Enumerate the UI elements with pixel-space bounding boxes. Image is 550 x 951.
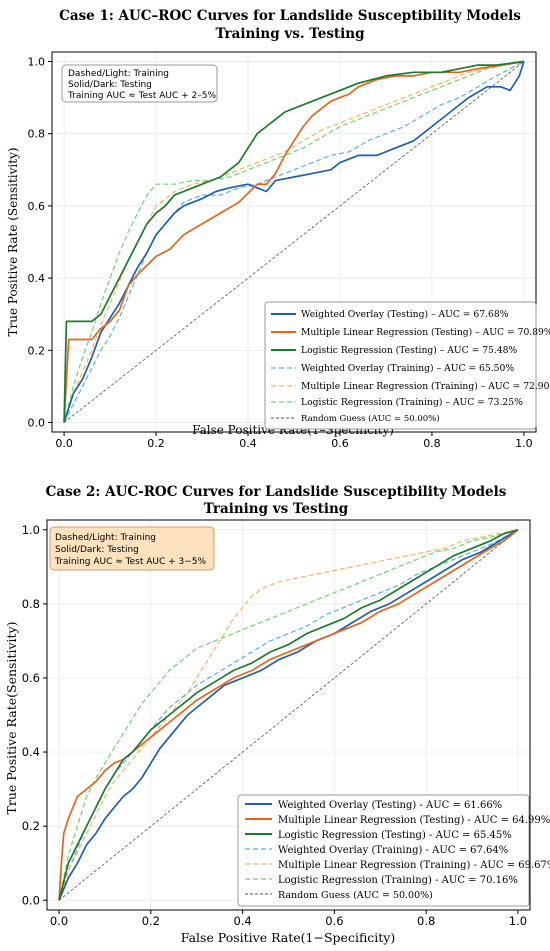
chart-2-note-line-3: Training AUC ≈ Test AUC + 3−5%: [54, 557, 207, 567]
chart-1-note-background: [61, 64, 218, 103]
chart-case-1: Case 1: AUC–ROC Curves for Landslide Sus…: [6, 8, 550, 450]
legend-1-item-3: Logistic Regression (Testing) – AUC = 75…: [301, 345, 518, 356]
series-line-1: [58, 529, 519, 901]
legend-2-item-5: Multiple Linear Regression (Training) - …: [278, 860, 550, 871]
y-tick-label: 0.0: [22, 893, 40, 907]
chart-2-legend-swatches: [245, 803, 272, 895]
chart-case-2: Case 2: AUC-ROC Curves for Landslide Sus…: [4, 484, 550, 945]
chart-2-note-box: Dashed/Light: Training Solid/Dark: Testi…: [49, 526, 215, 571]
y-tick-label: 0.8: [28, 128, 46, 141]
legend-2-item-3: Logistic Regression (Testing) - AUC = 65…: [278, 830, 512, 841]
chart-1-ticks: 0.0 0.2 0.4 0.6 0.8 1.0 0.0 0.2 0.4 0.6 0.8 1.0: [28, 56, 533, 451]
chart-1-note-box: Dashed/Light: Training Solid/Dark: Testi…: [61, 64, 218, 103]
legend-2-item-4: Weighted Overlay (Training) - AUC = 67.6…: [278, 845, 508, 856]
chart-2-series-group: [58, 528, 519, 901]
x-tick-label: 0.2: [142, 914, 160, 928]
legend-2-item-6: Logistic Regression (Training) - AUC = 7…: [278, 875, 518, 886]
x-tick-label: 1.0: [515, 437, 533, 450]
y-tick-label: 0.6: [22, 671, 40, 685]
chart-2-note-background: [49, 526, 215, 571]
chart-2-legend-box: [237, 794, 530, 907]
series-line-7: [63, 61, 525, 423]
chart-2-ticks: 0.0 0.2 0.4 0.6 0.8 1.0 0.0 0.2 0.4 0.6 0.8 1.0: [22, 523, 527, 928]
chart-2-subtitle: Training vs Testing: [204, 501, 349, 517]
x-tick-label: 0.2: [147, 437, 165, 450]
x-tick-label: 0.4: [239, 437, 257, 450]
series-line-3: [63, 60, 525, 423]
series-line-5: [58, 529, 519, 901]
x-tick-label: 0.6: [331, 437, 349, 450]
legend-2-item-7: Random Guess (AUC = 50.00%): [278, 890, 433, 901]
chart-1-y-axis-label: True Positive Rate (Sensitivity): [6, 147, 20, 336]
series-line-1: [63, 61, 525, 423]
chart-1-plot-frame: [51, 51, 537, 433]
legend-2-item-1: Weighted Overlay (Testing) - AUC = 61.66…: [278, 800, 502, 811]
chart-2-note-line-1: Dashed/Light: Training: [55, 533, 156, 543]
legend-2-item-2: Multiple Linear Regression (Testing) - A…: [278, 815, 550, 826]
series-line-2: [58, 529, 519, 901]
y-tick-label: 0.4: [22, 745, 40, 759]
y-tick-label: 0.2: [22, 819, 40, 833]
chart-2-note-line-2: Solid/Dark: Testing: [55, 545, 139, 555]
x-tick-label: 1.0: [509, 914, 527, 928]
chart-2-x-axis-label: False Positive Rate(1−Specificity): [181, 930, 396, 945]
chart-1-legend-box: [264, 301, 537, 430]
y-tick-label: 0.2: [28, 344, 46, 357]
legend-1-item-1: Weighted Overlay (Testing) – AUC = 67.68…: [301, 309, 509, 320]
x-tick-label: 0.4: [233, 914, 251, 928]
series-line-4: [63, 60, 525, 423]
legend-1-item-6: Logistic Regression (Training) – AUC = 7…: [301, 397, 523, 408]
chart-1-title: Case 1: AUC–ROC Curves for Landslide Sus…: [59, 8, 521, 24]
chart-2-title: Case 2: AUC-ROC Curves for Landslide Sus…: [46, 484, 507, 500]
x-tick-label: 0.6: [325, 914, 343, 928]
chart-2-plot-frame: [46, 519, 531, 911]
chart-2-legend: Weighted Overlay (Testing) - AUC = 61.66…: [237, 794, 550, 907]
series-line-2: [63, 60, 525, 423]
y-tick-label: 0.6: [28, 200, 46, 213]
chart-1-note-line-3: Training AUC ≈ Test AUC + 2–5%: [67, 91, 216, 101]
chart-1-legend: Weighted Overlay (Testing) – AUC = 67.68…: [264, 301, 550, 430]
legend-1-item-4: Weighted Overlay (Training) – AUC = 65.5…: [301, 363, 514, 374]
series-line-6: [58, 529, 519, 901]
legend-1-item-5: Multiple Linear Regression (Training) – …: [301, 381, 550, 392]
chart-1-note-line-1: Dashed/Light: Training: [68, 69, 169, 79]
y-tick-label: 0.0: [28, 417, 46, 430]
chart-1-legend-swatches: [271, 313, 296, 419]
chart-1-note-line-2: Solid/Dark: Testing: [68, 80, 152, 90]
x-tick-label: 0.0: [50, 914, 68, 928]
y-tick-label: 0.4: [28, 272, 46, 285]
x-tick-label: 0.8: [417, 914, 435, 928]
chart-1-subtitle: Training vs. Testing: [215, 26, 365, 42]
y-tick-label: 1.0: [22, 523, 40, 537]
x-tick-label: 0.8: [423, 437, 441, 450]
chart-2-y-axis-label: True Positive Rate(Sensitivity): [4, 622, 19, 815]
series-line-7: [58, 529, 519, 901]
x-tick-label: 0.0: [55, 437, 73, 450]
chart-1-series-group: [63, 60, 525, 423]
series-line-3: [58, 528, 519, 901]
legend-1-item-7: Random Guess (AUC = 50.00%): [301, 413, 440, 424]
series-line-5: [63, 60, 525, 423]
chart-1-random-guess-line: [63, 61, 525, 423]
y-tick-label: 0.8: [22, 597, 40, 611]
y-tick-label: 1.0: [28, 56, 46, 69]
chart-2-random-guess-line: [58, 529, 519, 901]
legend-1-item-2: Multiple Linear Regression (Testing) – A…: [301, 327, 550, 338]
